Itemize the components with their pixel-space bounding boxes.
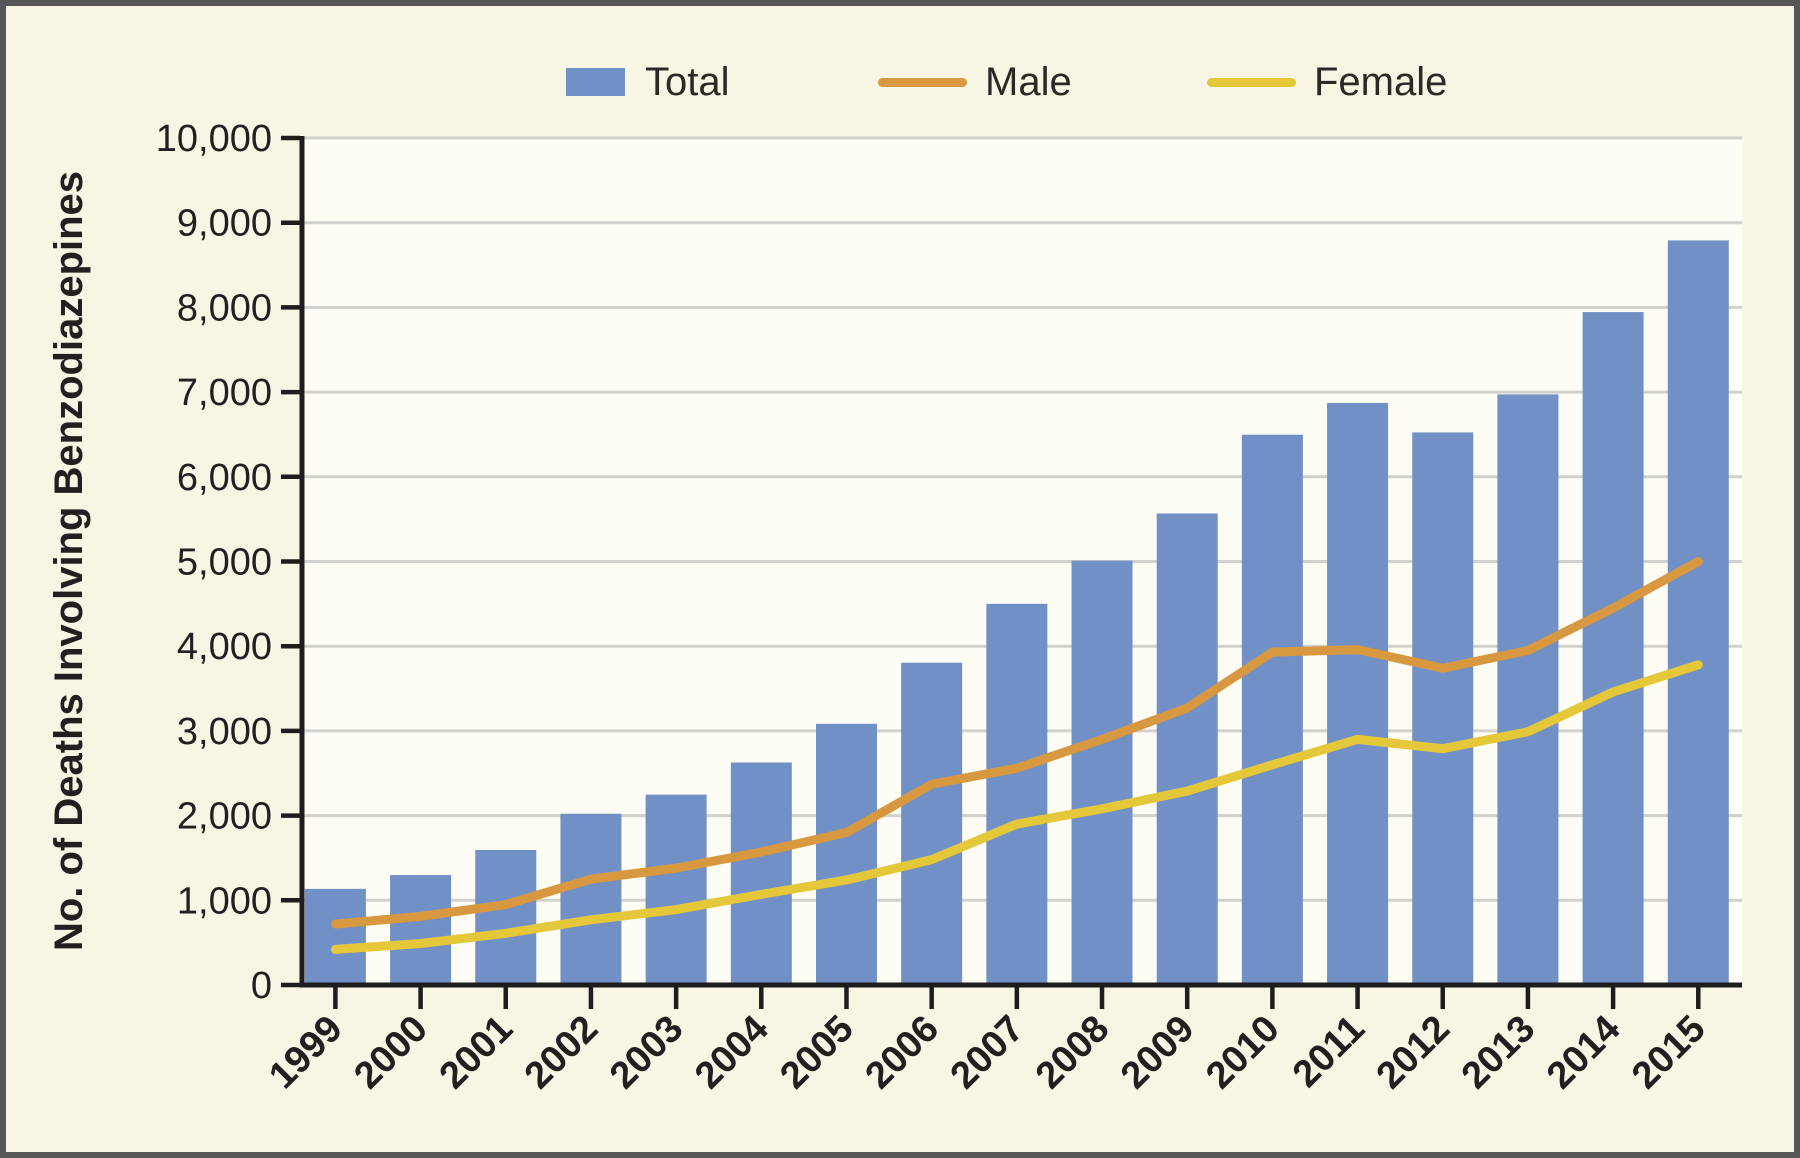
bar-2002 <box>560 813 622 983</box>
y-tick-label: 6,000 <box>177 457 272 499</box>
y-tick-label: 0 <box>251 965 272 1007</box>
legend-label-female: Female <box>1314 60 1448 104</box>
bar-2011 <box>1327 402 1389 983</box>
bar-2000 <box>390 875 452 983</box>
x-tick-label-2004: 2004 <box>687 1008 776 1097</box>
x-tick-label-2010: 2010 <box>1198 1008 1287 1097</box>
legend-item-female: Female <box>1207 59 1447 105</box>
x-tick-label-2006: 2006 <box>858 1008 947 1097</box>
bar-2012 <box>1412 432 1474 983</box>
bar-2007 <box>986 603 1048 983</box>
bar-2006 <box>901 662 963 983</box>
legend-label-male: Male <box>985 60 1072 104</box>
y-tick-label: 10,000 <box>156 118 272 160</box>
y-tick-label: 9,000 <box>177 203 272 245</box>
bar-2005 <box>815 723 877 983</box>
x-tick-label-2015: 2015 <box>1624 1008 1713 1097</box>
y-tick-label: 7,000 <box>177 372 272 414</box>
male-line-swatch-icon <box>878 77 967 87</box>
y-tick-label: 5,000 <box>177 542 272 584</box>
bar-2001 <box>475 849 537 983</box>
x-tick-label-2007: 2007 <box>943 1008 1032 1097</box>
x-tick-label-2005: 2005 <box>772 1008 861 1097</box>
legend-item-male: Male <box>878 59 1072 105</box>
x-tick-label-2011: 2011 <box>1285 1008 1373 1096</box>
legend-label-total: Total <box>645 60 730 104</box>
x-tick-label-2000: 2000 <box>346 1008 435 1097</box>
female-line-swatch-icon <box>1207 77 1296 87</box>
male-line <box>330 557 1703 929</box>
x-tick-label-2002: 2002 <box>517 1008 606 1097</box>
y-tick-label: 3,000 <box>177 711 272 753</box>
female-line <box>330 660 1703 954</box>
bar-2014 <box>1582 312 1644 984</box>
legend-item-total: Total <box>566 59 730 105</box>
total-bar-swatch-icon <box>566 68 625 96</box>
bar-2013 <box>1497 394 1559 983</box>
bar-2008 <box>1071 560 1133 983</box>
bar-2010 <box>1241 434 1303 983</box>
y-tick-label: 2,000 <box>177 796 272 838</box>
bar-1999 <box>304 888 366 983</box>
y-axis-title: No. of Deaths Involving Benzodiazepines <box>47 171 91 951</box>
x-tick-label-2013: 2013 <box>1454 1008 1543 1097</box>
x-tick-label-2008: 2008 <box>1028 1008 1117 1097</box>
bar-2003 <box>645 794 707 983</box>
bar-2015 <box>1667 240 1729 984</box>
y-tick-label: 8,000 <box>177 287 272 329</box>
x-tick-label-2003: 2003 <box>602 1008 691 1097</box>
x-tick-label-2001: 2001 <box>432 1008 521 1097</box>
bar-2004 <box>730 762 792 983</box>
x-tick-label-1999: 1999 <box>261 1008 350 1097</box>
bar-2009 <box>1156 513 1218 983</box>
x-tick-label-2009: 2009 <box>1113 1008 1202 1097</box>
chart-legend: Total Male Female <box>0 0 1800 120</box>
y-tick-label: 4,000 <box>177 626 272 668</box>
x-tick-label-2014: 2014 <box>1539 1008 1628 1097</box>
x-tick-label-2012: 2012 <box>1369 1008 1458 1097</box>
y-tick-label: 1,000 <box>177 880 272 922</box>
